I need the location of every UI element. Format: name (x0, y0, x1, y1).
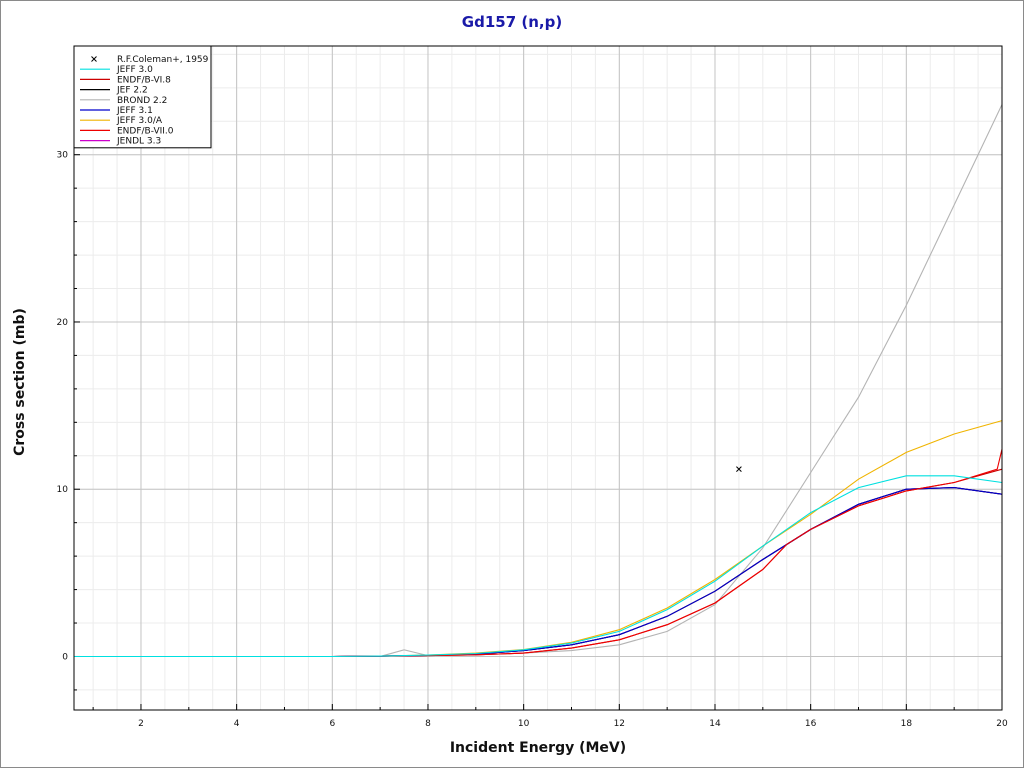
chart-title: Gd157 (n,p) (461, 13, 563, 31)
legend-entry-label: ENDF/B-VI.8 (117, 75, 171, 85)
x-tick-label: 10 (518, 719, 530, 729)
legend-entry-label: JEFF 3.1 (116, 106, 153, 116)
series-line-brond-2-2 (74, 104, 1003, 658)
x-tick-label: 20 (996, 719, 1008, 729)
y-axis-label: Cross section (mb) (12, 308, 28, 456)
legend-entry-label: JEFF 3.0 (116, 65, 153, 75)
data-point-marker (736, 466, 742, 473)
axes-box (73, 45, 1003, 711)
x-tick-label: 2 (138, 719, 144, 729)
legend-entry-label: R.F.Coleman+, 1959 (117, 55, 209, 65)
x-axis-label: Incident Energy (MeV) (449, 740, 627, 756)
x-tick-label: 4 (234, 719, 240, 729)
y-tick-label: 30 (57, 151, 69, 161)
legend-entry-label: JEF 2.2 (116, 86, 148, 96)
legend-entry-label: JENDL 3.3 (116, 137, 161, 147)
x-tick-label: 18 (901, 719, 913, 729)
y-tick-label: 20 (57, 318, 69, 328)
x-tick-label: 8 (425, 719, 431, 729)
legend-marker (91, 56, 97, 62)
x-tick-label: 12 (614, 719, 625, 729)
x-tick-label: 6 (329, 719, 335, 729)
x-tick-label: 14 (709, 719, 721, 729)
x-tick-label: 16 (805, 719, 817, 729)
legend-entry-label: ENDF/B-VII.0 (117, 126, 174, 136)
legend-entry-label: BROND 2.2 (117, 96, 167, 106)
legend-entry-label: JEFF 3.0/A (116, 116, 163, 126)
y-tick-label: 10 (57, 485, 69, 495)
series-line-jeff-3-0 (74, 475, 1003, 658)
y-tick-label: 0 (62, 652, 68, 662)
